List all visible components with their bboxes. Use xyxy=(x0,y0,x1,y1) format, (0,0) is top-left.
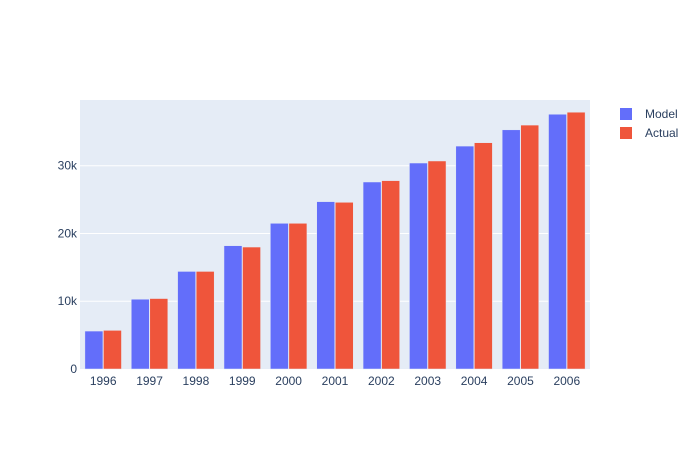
x-axis-ticks: 1996 1997 1998 1999 2000 2001 2002 2003 2004 2005… xyxy=(90,374,581,388)
bar-actual-1997 xyxy=(149,298,169,370)
legend-swatch-model xyxy=(620,108,632,120)
x-tick-label: 1998 xyxy=(183,374,210,388)
bar-actual-2001 xyxy=(335,202,354,370)
legend: Model Actual xyxy=(620,107,678,140)
bar-model-2004 xyxy=(455,145,475,370)
y-tick-label: 0 xyxy=(70,362,77,376)
bar-actual-2006 xyxy=(566,111,586,370)
bars xyxy=(84,111,586,370)
x-tick-label: 2003 xyxy=(414,374,441,388)
legend-label-model: Model xyxy=(645,107,678,121)
x-tick-label: 2000 xyxy=(275,374,302,388)
bar-model-1997 xyxy=(131,298,150,370)
bar-model-2000 xyxy=(270,223,289,370)
y-axis-ticks: 0 10k 20k 30k xyxy=(58,159,78,376)
bar-actual-2002 xyxy=(381,180,400,370)
bar-actual-2005 xyxy=(520,124,539,370)
x-tick-label: 2006 xyxy=(553,374,580,388)
bar-model-2002 xyxy=(362,181,382,370)
x-tick-label: 1997 xyxy=(136,374,163,388)
x-tick-label: 2005 xyxy=(507,374,534,388)
bar-actual-1998 xyxy=(195,271,215,370)
y-tick-label: 10k xyxy=(58,294,78,308)
bar-actual-2004 xyxy=(474,142,493,370)
bar-model-1996 xyxy=(84,330,104,370)
bar-actual-1996 xyxy=(103,330,122,370)
legend-swatch-actual xyxy=(620,127,632,139)
bar-model-1999 xyxy=(223,245,243,370)
x-tick-label: 1999 xyxy=(229,374,256,388)
y-tick-label: 20k xyxy=(58,226,78,240)
x-tick-label: 1996 xyxy=(90,374,117,388)
bar-actual-1999 xyxy=(242,246,261,370)
legend-label-actual: Actual xyxy=(645,126,678,140)
bar-model-2005 xyxy=(501,129,521,370)
bar-model-2006 xyxy=(548,113,567,370)
bar-model-2001 xyxy=(316,201,336,370)
x-tick-label: 2001 xyxy=(322,374,349,388)
bar-model-1998 xyxy=(177,271,196,370)
bar-actual-2000 xyxy=(288,223,308,370)
x-tick-label: 2004 xyxy=(461,374,488,388)
bar-model-2003 xyxy=(409,162,428,370)
x-tick-label: 2002 xyxy=(368,374,395,388)
y-tick-label: 30k xyxy=(58,159,78,173)
bar-actual-2003 xyxy=(427,160,447,370)
